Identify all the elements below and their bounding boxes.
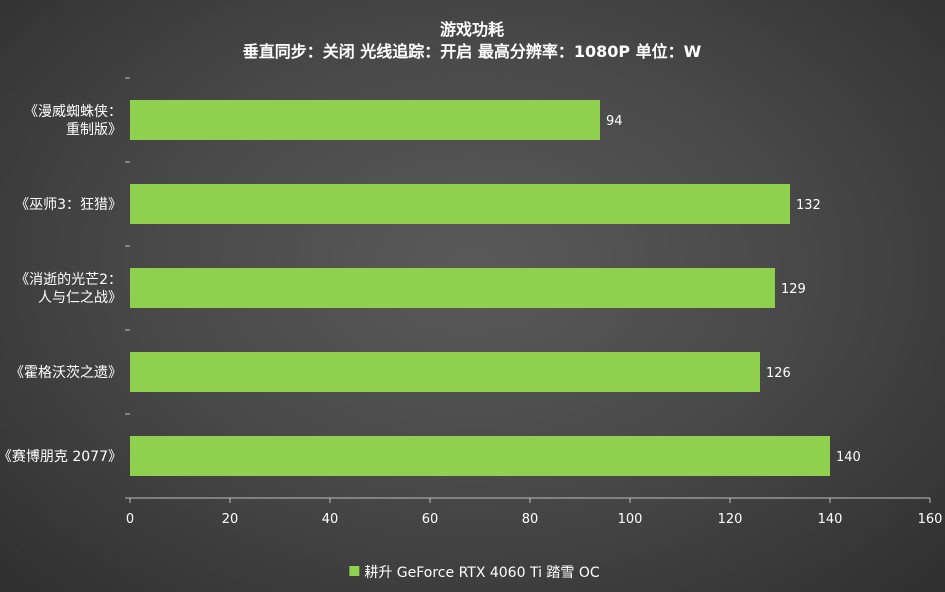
bar: [130, 184, 790, 224]
x-tick-label: 80: [522, 512, 539, 527]
plot-area: 0 20 40 60 80 100 120 140 160 94 《漫威蜘蛛侠： 重制版》 132 《巫师…: [0, 77, 943, 527]
category-label: 《消逝的光芒2：: [15, 272, 122, 288]
x-tick-label: 160: [918, 512, 943, 527]
category-label: 重制版》: [66, 122, 122, 138]
x-tick-label: 120: [718, 512, 743, 527]
legend: 耕升 GeForce RTX 4060 Ti 踏雪 OC: [349, 564, 600, 581]
bar-value-label: 94: [606, 114, 623, 129]
bar: [130, 100, 600, 140]
bar-value-label: 132: [796, 198, 821, 213]
bar: [130, 436, 830, 476]
bar-value-label: 140: [836, 450, 861, 465]
x-tick-label: 140: [818, 512, 843, 527]
bar-value-label: 126: [766, 366, 791, 381]
x-tick-label: 60: [422, 512, 439, 527]
bar: [130, 352, 760, 392]
chart-subtitle: 垂直同步：关闭 光线追踪：开启 最高分辨率：1080P 单位：W: [243, 42, 702, 61]
category-label: 人与仁之战》: [38, 290, 122, 306]
legend-label: 耕升 GeForce RTX 4060 Ti 踏雪 OC: [364, 564, 600, 581]
x-tick-label: 0: [126, 512, 134, 527]
legend-swatch: [349, 566, 360, 576]
category-label: 《巫师3：狂猎》: [15, 197, 122, 213]
category-label: 《霍格沃茨之遗》: [10, 365, 122, 381]
x-tick-label: 20: [222, 512, 239, 527]
chart-title: 游戏功耗: [440, 20, 504, 39]
x-tick-label: 40: [322, 512, 339, 527]
x-tick-label: 100: [618, 512, 643, 527]
bar-value-label: 129: [781, 282, 806, 297]
category-label: 《赛博朋克 2077》: [0, 448, 122, 465]
category-label: 《漫威蜘蛛侠：: [24, 104, 122, 120]
bar: [130, 268, 775, 308]
